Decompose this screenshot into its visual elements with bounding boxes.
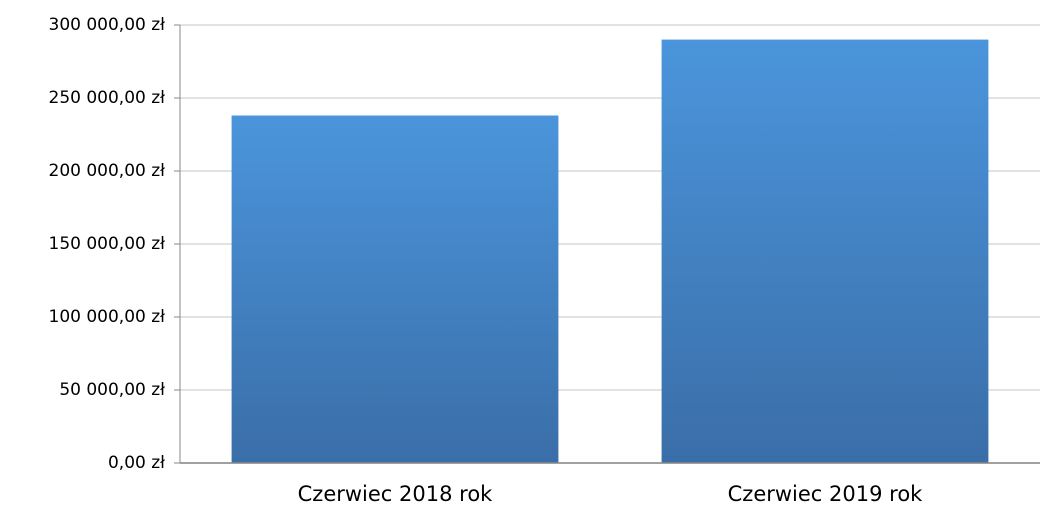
bar [231,115,559,464]
y-tick-label: 250 000,00 zł [49,88,166,108]
y-tick-label: 300 000,00 zł [49,15,166,35]
y-tick-label: 150 000,00 zł [49,234,166,254]
y-tick-label: 50 000,00 zł [59,380,165,400]
x-tick-label: Czerwiec 2019 rok [728,482,924,505]
x-tick-label: Czerwiec 2018 rok [298,482,494,505]
y-tick-label: 100 000,00 zł [49,307,166,327]
bar [661,39,989,463]
y-tick-label: 0,00 zł [108,453,165,473]
y-tick-label: 200 000,00 zł [49,161,166,181]
